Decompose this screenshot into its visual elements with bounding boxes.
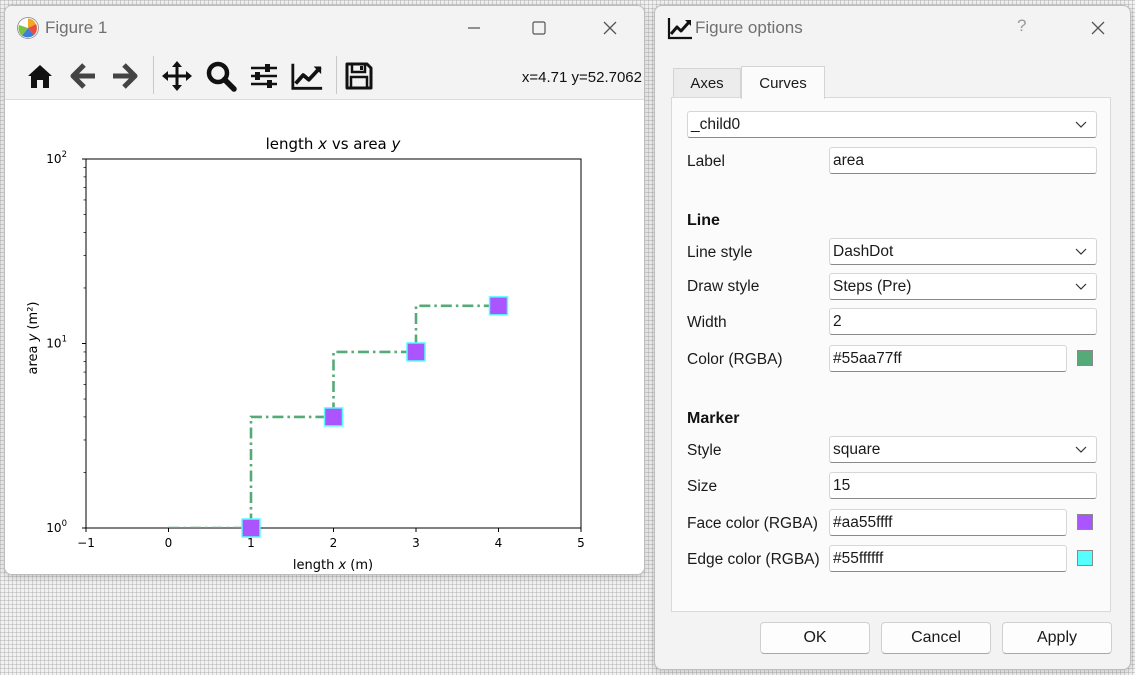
x-tick-label: 4 — [495, 536, 503, 550]
line-section-heading: Line — [687, 212, 720, 229]
cursor-coords-readout: x=4.71 y=52.7062 — [521, 69, 642, 86]
help-button[interactable]: ? — [1017, 16, 1027, 35]
edge-color-label: Edge color (RGBA) — [687, 551, 820, 568]
chart-title-text: length x vs area y — [266, 135, 402, 153]
forward-arrow-icon — [113, 63, 138, 89]
close-icon — [1091, 21, 1105, 35]
line-style-select[interactable]: DashDot — [829, 238, 1097, 265]
y-tick-label: 102 — [46, 150, 67, 166]
subplots-config-button[interactable] — [247, 59, 281, 93]
home-button[interactable] — [23, 59, 57, 93]
marker-size-label: Size — [687, 478, 718, 495]
pan-icon — [162, 61, 192, 91]
x-tick-label: 3 — [412, 536, 420, 550]
close-button[interactable] — [595, 14, 625, 42]
line-color-label: Color (RGBA) — [687, 351, 783, 368]
data-point-marker — [241, 518, 261, 538]
chevron-down-icon — [1075, 446, 1087, 453]
face-color-label: Face color (RGBA) — [687, 515, 818, 532]
chevron-down-icon — [1075, 283, 1087, 290]
x-tick-label: −1 — [77, 536, 95, 550]
figure-options-dialog: Figure options ? Axes Curves _child0 Lab… — [654, 5, 1131, 670]
ok-button[interactable]: OK — [760, 622, 870, 654]
back-arrow-icon — [70, 63, 95, 89]
close-icon — [603, 21, 617, 35]
cancel-button[interactable]: Cancel — [881, 622, 991, 654]
maximize-button[interactable] — [524, 14, 554, 42]
subplots-config-icon — [251, 64, 277, 88]
x-tick-label: 0 — [165, 536, 173, 550]
marker-style-label: Style — [687, 442, 722, 459]
x-tick-label: 5 — [577, 536, 585, 550]
y-tick-label: 101 — [46, 335, 67, 351]
back-button[interactable] — [66, 59, 100, 93]
figure-titlebar: Figure 1 — [5, 6, 644, 50]
draw-style-label: Draw style — [687, 278, 760, 295]
data-point-marker — [323, 407, 344, 427]
edit-axis-curve-icon — [667, 18, 692, 40]
x-tick-label: 1 — [247, 536, 255, 550]
tab-curves[interactable]: Curves — [741, 66, 825, 99]
edit-axis-curve-button[interactable] — [290, 59, 324, 93]
minimize-icon — [468, 27, 480, 29]
axes-frame — [85, 158, 582, 529]
line-color-input[interactable]: #55aa77ff — [829, 345, 1067, 372]
line-style-value: DashDot — [833, 243, 894, 260]
marker-size-input[interactable]: 15 — [829, 472, 1097, 499]
label-input[interactable]: area — [829, 147, 1097, 174]
draw-style-select[interactable]: Steps (Pre) — [829, 273, 1097, 300]
toolbar-separator — [153, 56, 154, 94]
toolbar-separator — [336, 56, 337, 94]
home-icon — [28, 65, 52, 88]
line-color-swatch[interactable] — [1077, 350, 1093, 366]
forward-button[interactable] — [108, 59, 142, 93]
dialog-close-button[interactable] — [1083, 14, 1113, 42]
face-color-input[interactable]: #aa55ffff — [829, 509, 1067, 536]
edge-color-input[interactable]: #55ffffff — [829, 545, 1067, 572]
chart-svg: length x vs area y −1 0 1 2 3 4 5 100 101 102 len… — [26, 135, 585, 573]
y-tick-label: 100 — [46, 519, 67, 535]
maximize-icon — [532, 21, 546, 35]
y-axis-label: area y (m²) — [26, 302, 41, 375]
zoom-button[interactable] — [204, 59, 238, 93]
face-color-swatch[interactable] — [1077, 514, 1093, 530]
curve-select-value: _child0 — [691, 116, 741, 133]
navigation-toolbar: x=4.71 y=52.7062 — [5, 50, 644, 100]
apply-button[interactable]: Apply — [1002, 622, 1112, 654]
marker-section-heading: Marker — [687, 410, 740, 427]
pan-button[interactable] — [160, 59, 194, 93]
zoom-icon — [206, 61, 237, 92]
curve-select[interactable]: _child0 — [687, 111, 1097, 138]
series-line-area — [168, 304, 499, 528]
plot-canvas[interactable]: length x vs area y −1 0 1 2 3 4 5 100 101 102 len… — [5, 101, 644, 574]
edit-axis-curve-icon — [291, 63, 323, 90]
figure-window-title: Figure 1 — [45, 18, 108, 37]
marker-style-select[interactable]: square — [829, 436, 1097, 463]
matplotlib-app-icon — [17, 17, 39, 39]
data-point-marker — [406, 342, 426, 362]
chevron-down-icon — [1075, 248, 1087, 255]
x-tick-label: 2 — [330, 536, 338, 550]
width-label: Width — [687, 314, 727, 331]
dialog-title: Figure options — [695, 18, 803, 37]
figure-window: Figure 1 — [4, 5, 645, 575]
chevron-down-icon — [1075, 121, 1087, 128]
draw-style-value: Steps (Pre) — [833, 278, 912, 295]
data-point-marker — [488, 296, 509, 316]
save-icon — [345, 62, 373, 90]
line-style-label: Line style — [687, 244, 753, 261]
minimize-button[interactable] — [459, 14, 489, 42]
curves-tab-panel: _child0 Label area Line Line style DashD… — [671, 97, 1111, 612]
marker-style-value: square — [833, 441, 881, 458]
edge-color-swatch[interactable] — [1077, 550, 1093, 566]
label-field-label: Label — [687, 153, 725, 170]
tab-axes[interactable]: Axes — [673, 68, 741, 98]
x-axis-label: length x (m) — [293, 558, 373, 573]
save-button[interactable] — [342, 59, 376, 93]
width-input[interactable]: 2 — [829, 308, 1097, 335]
chart-title: length x vs area y — [266, 135, 402, 153]
